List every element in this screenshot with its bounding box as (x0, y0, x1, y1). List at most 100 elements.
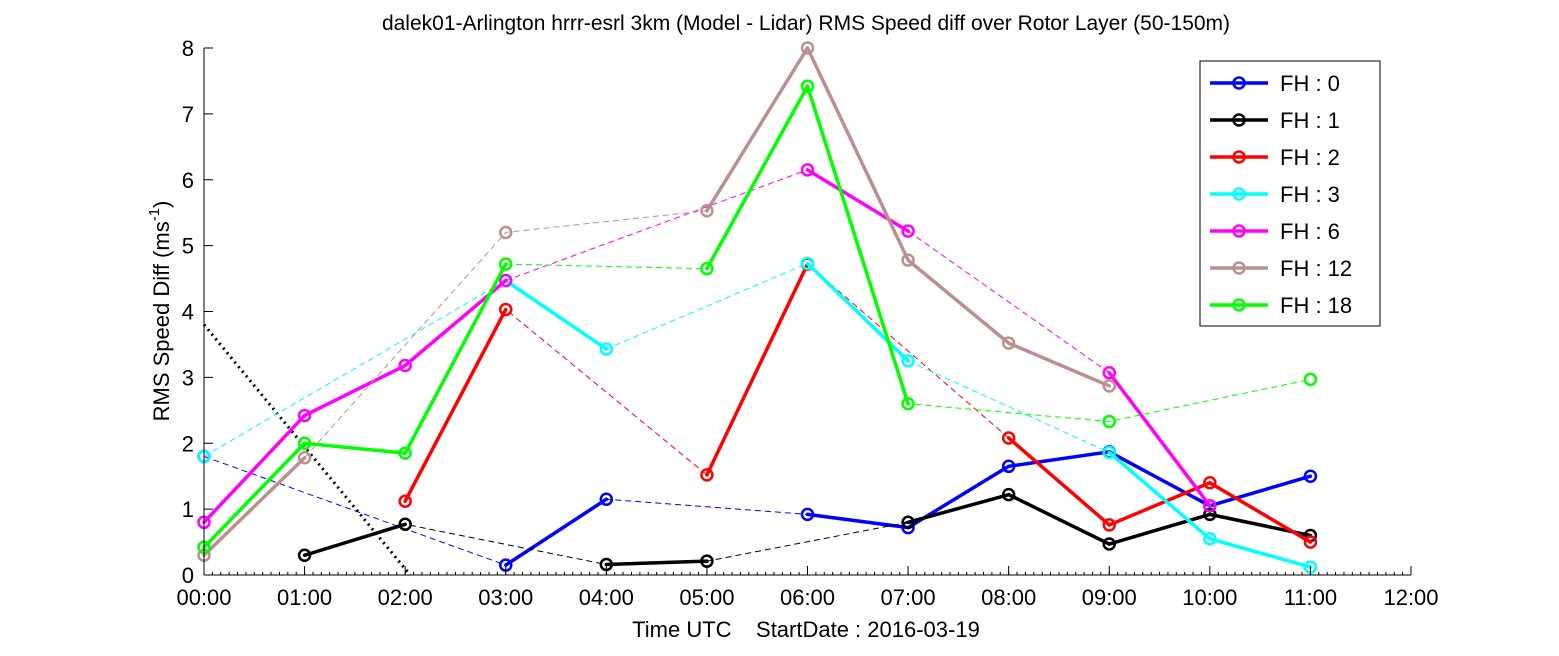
series-4 (197, 163, 1217, 530)
series-4-segment (805, 168, 910, 233)
series-2-point (1303, 535, 1318, 549)
legend-marker-3 (1232, 187, 1246, 201)
series-4-point (297, 408, 312, 423)
legend-label-0: FH : 0 (1280, 71, 1340, 96)
y-axis-title-tail: ) (149, 201, 174, 208)
series-3-gap-line (203, 262, 1311, 568)
plot-area (197, 41, 1318, 576)
y-tick-label: 1 (182, 497, 194, 522)
series-0-segment (1208, 474, 1313, 508)
series-2-segment (705, 262, 810, 477)
x-axis-title: Time UTC StartDate : 2016-03-19 (632, 617, 980, 642)
series-6-segment (805, 84, 910, 406)
y-axis-title-superscript: -1 (146, 208, 163, 221)
y-tick-label: 3 (182, 365, 194, 390)
series-6-gap-line (203, 84, 1311, 548)
series-6-point (297, 436, 312, 450)
legend-marker-2 (1232, 150, 1246, 164)
series-3-point (901, 354, 915, 368)
series-1-point (1001, 487, 1016, 502)
series-4-point (398, 358, 412, 373)
series-1-point (1102, 537, 1116, 551)
y-tick-label: 2 (182, 431, 194, 456)
legend-label-1: FH : 1 (1280, 108, 1340, 133)
legend-label-2: FH : 2 (1280, 145, 1340, 170)
x-tick-label: 10:00 (1182, 585, 1237, 610)
series-4-point (499, 273, 513, 288)
series-3-point (1102, 445, 1116, 460)
series-0-segment (1107, 450, 1212, 508)
series-0-segment (805, 512, 910, 530)
chart-title: dalek01-Arlington hrrr-esrl 3km (Model -… (382, 12, 1230, 35)
legend-marker-1 (1232, 113, 1246, 127)
legend-marker-6 (1232, 298, 1246, 312)
series-2-point (1001, 431, 1016, 445)
series-6-point (800, 79, 815, 93)
series-0-point (1001, 459, 1016, 474)
series-1-segment (1107, 512, 1212, 546)
x-tick-label: 05:00 (679, 585, 734, 610)
series-0-segment (504, 497, 609, 567)
series-1-segment (1006, 492, 1111, 546)
series-4-segment (302, 363, 407, 418)
legend-label-6: FH : 18 (1280, 293, 1352, 318)
y-tick-label: 8 (182, 36, 194, 61)
series-6-point (398, 446, 412, 460)
series-0-point (599, 492, 614, 506)
series-2-point (1102, 518, 1116, 532)
x-tick-label: 08:00 (981, 585, 1036, 610)
series-0-point (800, 507, 815, 522)
series-1-point (901, 515, 915, 530)
series-3-point (1203, 532, 1217, 546)
series-5-point (901, 253, 915, 267)
legend-marker-4 (1232, 224, 1246, 238)
y-tick-label: 5 (182, 234, 194, 259)
series-6-segment (705, 84, 810, 271)
series-5-point (800, 41, 815, 55)
series-3-segment (805, 261, 910, 363)
x-tick-label: 03:00 (478, 585, 533, 610)
y-tick-label: 6 (182, 168, 194, 193)
series-5-gap-line (203, 46, 1110, 556)
x-tick-label: 12:00 (1383, 585, 1438, 610)
legend-marker-0 (1232, 76, 1246, 90)
series-1-segment (302, 522, 407, 557)
legend-marker-5 (1232, 261, 1246, 275)
x-tick-label: 02:00 (378, 585, 433, 610)
series-4-point (1102, 366, 1116, 380)
series-3-segment (1107, 450, 1212, 541)
x-tick-label: 06:00 (780, 585, 835, 610)
x-tick-label: 07:00 (881, 585, 936, 610)
series-6-segment (403, 262, 508, 455)
series-2-segment (403, 307, 508, 503)
series-3-segment (1208, 537, 1313, 569)
legend-label-4: FH : 6 (1280, 219, 1340, 244)
series-5-point (1001, 336, 1016, 350)
series-3-point (800, 256, 815, 271)
series-5-point (297, 450, 312, 465)
series-5-segment (1006, 341, 1111, 388)
series-2-segment (1006, 436, 1111, 527)
series-3 (197, 256, 1318, 574)
y-axis-title: RMS Speed Diff (ms-1) (146, 201, 174, 422)
series-1 (297, 487, 1318, 572)
series-5-segment (705, 46, 810, 213)
series-5-segment (805, 46, 910, 262)
legend: FH : 0 FH : 1 FH : 2 FH : 3 FH : 6 FH : 12 FH … (1199, 60, 1381, 327)
series-0-point (1303, 469, 1318, 483)
series-2-segment (1208, 481, 1313, 544)
series-3-point (599, 342, 614, 356)
series-4-point (901, 224, 915, 238)
series-5 (197, 41, 1116, 562)
y-tick-label: 4 (182, 300, 194, 325)
series-6-segment (302, 441, 407, 455)
legend-label-3: FH : 3 (1280, 182, 1340, 207)
series-5-point (499, 225, 513, 240)
series-5-point (1102, 379, 1116, 393)
series-2-point (1203, 476, 1217, 490)
y-tick-label: 7 (182, 102, 194, 127)
series-5-segment (906, 258, 1011, 345)
x-tick-label: 01:00 (277, 585, 332, 610)
